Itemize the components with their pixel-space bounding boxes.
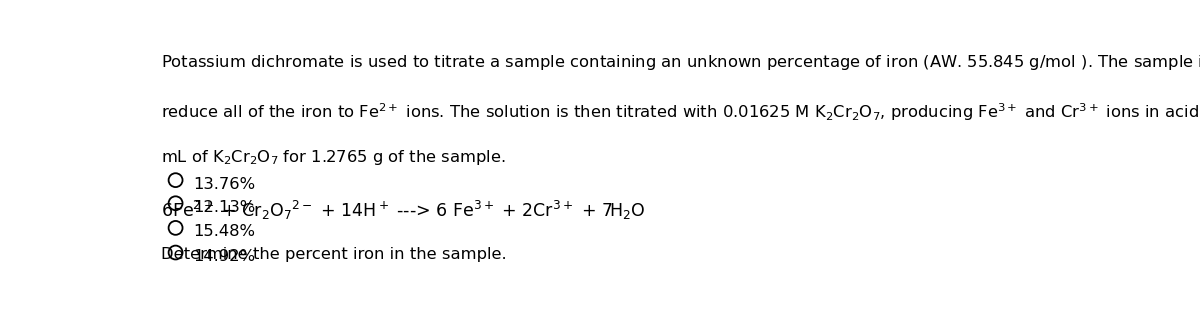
Text: Determine the percent iron in the sample.: Determine the percent iron in the sample… — [161, 247, 506, 262]
Text: 13.76%: 13.76% — [193, 177, 256, 192]
Text: 14.92%: 14.92% — [193, 249, 256, 264]
Text: mL of K$_2$Cr$_2$O$_7$ for 1.2765 g of the sample.: mL of K$_2$Cr$_2$O$_7$ for 1.2765 g of t… — [161, 147, 506, 166]
Text: 15.48%: 15.48% — [193, 224, 256, 239]
Text: reduce all of the iron to Fe$^{2+}$ ions. The solution is then titrated with 0.0: reduce all of the iron to Fe$^{2+}$ ions… — [161, 101, 1200, 123]
Text: 6Fe$^{2+}$ + Cr$_2$O$_7$$^{2-}$ + 14H$^+$ ---> 6 Fe$^{3+}$ + 2Cr$^{3+}$ + 7H$_2$: 6Fe$^{2+}$ + Cr$_2$O$_7$$^{2-}$ + 14H$^+… — [161, 199, 646, 222]
Text: 12.13%: 12.13% — [193, 200, 256, 215]
Text: Potassium dichromate is used to titrate a sample containing an unknown percentag: Potassium dichromate is used to titrate … — [161, 53, 1200, 72]
